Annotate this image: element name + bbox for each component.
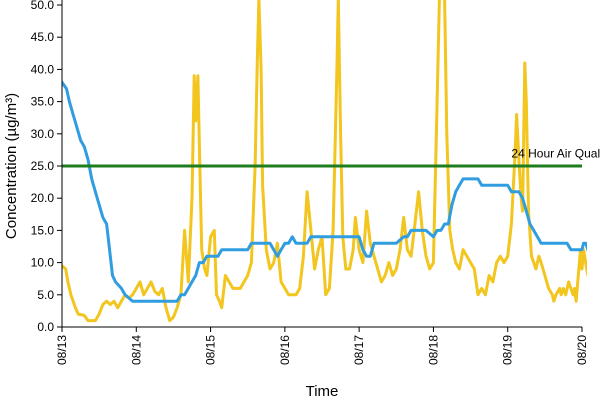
x-tick-label: 08/18 [426,335,440,365]
x-tick-label: 08/13 [55,335,69,365]
series-line-blue [62,80,587,303]
y-tick-label: 35.0 [31,95,55,109]
y-tick-label: 40.0 [31,62,55,76]
x-tick-label: 08/17 [352,335,366,365]
x-tick-label: 08/16 [278,335,292,365]
y-axis-ticks: 0.0 5.0 10.0 15.0 20.0 25.0 30.0 35.0 40.0 45.0 50… [31,0,62,334]
y-tick-label: 10.0 [31,256,55,270]
x-tick-label: 08/19 [501,335,515,365]
y-tick-label: 15.0 [31,223,55,237]
y-tick-label: 0.0 [37,320,54,334]
y-tick-label: 30.0 [31,127,55,141]
y-tick-label: 50.0 [31,0,55,12]
x-tick-label: 08/14 [129,335,143,365]
y-tick-label: 25.0 [31,159,55,173]
x-tick-label: 08/20 [575,335,589,365]
series-line-yellow [62,0,587,323]
y-axis-title: Concentration (µg/m³) [3,93,20,239]
series-layer [62,0,587,323]
y-tick-label: 5.0 [37,288,54,302]
y-tick-label: 45.0 [31,30,55,44]
x-axis-title: Time [306,383,339,400]
y-tick-label: 20.0 [31,191,55,205]
objective-annotation: 24 Hour Air Quality Objective [511,147,600,161]
x-tick-label: 08/15 [204,335,218,365]
x-axis-ticks: 08/13 08/14 08/15 08/16 08/17 08/18 08/19 08/20 [55,327,589,365]
